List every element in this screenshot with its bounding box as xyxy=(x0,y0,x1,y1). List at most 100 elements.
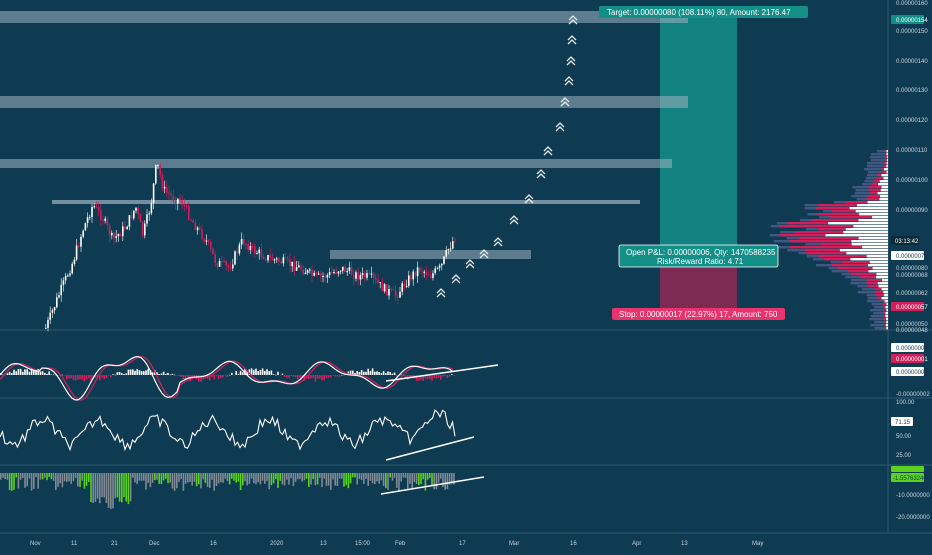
candle-body xyxy=(78,245,80,247)
candle-body xyxy=(168,192,170,195)
macd-histogram-bar xyxy=(341,374,343,376)
macd-histogram-bar xyxy=(68,375,70,379)
candle-body xyxy=(53,307,56,311)
profile-bar-up xyxy=(883,291,888,294)
profile-bar-up xyxy=(866,255,888,258)
macd-signal-badge-text: 0.00000001 xyxy=(896,357,928,363)
osc-bar-negative xyxy=(448,473,451,485)
osc-bar-negative xyxy=(444,473,446,490)
macd-histogram-bar xyxy=(444,375,446,377)
stop-price-badge xyxy=(891,302,924,311)
time-axis: Nov 11 21 Dec 16 2020 13 15:00 Feb 17 Ma… xyxy=(30,541,763,547)
candle-body xyxy=(372,273,375,278)
osc-bar-negative xyxy=(178,473,180,483)
profile-bar-down xyxy=(829,216,873,219)
candle-body xyxy=(386,284,388,296)
candle-body xyxy=(317,273,320,275)
macd-histogram-bar xyxy=(400,374,402,376)
osc-bar-negative xyxy=(411,473,413,489)
profile-bar-up xyxy=(858,219,888,222)
osc-bar-negative xyxy=(63,473,66,482)
profile-bar-down xyxy=(883,315,886,318)
osc-bar-positive xyxy=(424,473,427,491)
macd-histogram-bar xyxy=(358,371,361,375)
osc-bar-positive xyxy=(116,473,119,498)
macd-histogram-bar xyxy=(4,375,6,376)
macd-signal-badge xyxy=(891,354,924,363)
candle-body xyxy=(441,263,443,266)
macd-histogram-bar xyxy=(250,368,253,375)
candle-body xyxy=(357,272,359,280)
candle-body xyxy=(126,226,128,230)
profile-bar-down xyxy=(882,300,885,303)
osc-trendline xyxy=(380,476,485,495)
macd-histogram-bar xyxy=(319,375,321,379)
osc-bar-positive xyxy=(270,473,273,486)
macd-histogram-bar xyxy=(103,375,105,380)
macd-histogram-bar xyxy=(387,371,389,375)
candle-body xyxy=(401,283,403,292)
profile-bar-down xyxy=(884,312,886,315)
profile-bar-up xyxy=(883,177,888,180)
profile-bar-down xyxy=(820,243,852,246)
macd-histogram-bar xyxy=(99,375,101,381)
candle-body xyxy=(56,297,58,308)
candle-body xyxy=(353,275,355,279)
macd-histogram-bar xyxy=(365,371,367,375)
osc-bar-positive xyxy=(242,473,244,486)
macd-histogram-bar xyxy=(200,375,202,382)
price-candles xyxy=(45,162,456,332)
profile-bar-up xyxy=(877,192,888,195)
candle-body xyxy=(328,272,331,275)
osc-bar-negative xyxy=(407,473,409,491)
osc-bar-negative xyxy=(215,473,218,487)
osc-bar-negative xyxy=(96,473,99,499)
macd-histogram-bar xyxy=(180,375,182,377)
osc-bar-positive xyxy=(83,473,86,489)
candle-body xyxy=(146,214,148,224)
profile-bar-down xyxy=(882,303,887,306)
macd-histogram-bar xyxy=(171,373,174,375)
osc-bar-positive xyxy=(198,473,200,485)
osc-bar-positive xyxy=(352,473,354,478)
candle-body xyxy=(280,261,282,264)
candle-body xyxy=(427,274,430,276)
chevron-up-icon xyxy=(493,237,503,247)
time-label: 11 xyxy=(71,541,78,547)
osc-bar-negative xyxy=(435,473,438,490)
candle-body xyxy=(342,266,344,271)
osc-bar-negative xyxy=(367,473,369,486)
profile-bar-up xyxy=(843,231,888,234)
candle-body xyxy=(293,261,296,271)
profile-bar-down xyxy=(868,189,881,192)
candle-body xyxy=(295,267,298,271)
osc-bar-positive xyxy=(231,473,233,479)
osc-bar-negative xyxy=(57,473,59,487)
candle-body xyxy=(51,310,54,313)
osc-bar-negative xyxy=(132,473,134,478)
candle-body xyxy=(447,249,450,251)
candle-body xyxy=(423,271,425,273)
candle-body xyxy=(408,275,410,286)
macd-histogram-bar xyxy=(30,368,33,375)
profile-bar-up xyxy=(878,183,888,186)
candle-body xyxy=(236,251,238,254)
candle-body xyxy=(249,245,252,251)
candle-body xyxy=(194,222,197,231)
candle-body xyxy=(432,273,434,278)
candle-body xyxy=(392,289,395,291)
osc-bar-positive xyxy=(354,473,356,478)
candle-body xyxy=(339,270,342,272)
osc-bar-negative xyxy=(297,473,299,480)
candle-body xyxy=(410,275,412,280)
candle-body xyxy=(157,164,159,166)
macd-histogram-bar xyxy=(184,375,187,379)
osc-bar-negative xyxy=(140,473,143,481)
macd-histogram-bar xyxy=(330,375,332,378)
osc-bar-positive xyxy=(11,473,13,491)
osc-bar-negative xyxy=(136,473,138,485)
profile-bar-down xyxy=(832,210,856,213)
candle-body xyxy=(366,273,368,278)
candle-body xyxy=(47,319,49,328)
